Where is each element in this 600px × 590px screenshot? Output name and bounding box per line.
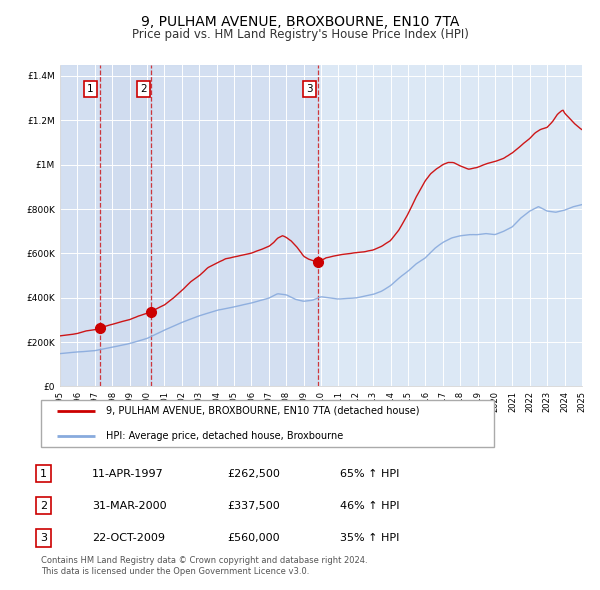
Bar <box>100 65 151 386</box>
Text: 22-OCT-2009: 22-OCT-2009 <box>92 533 165 543</box>
Text: 9, PULHAM AVENUE, BROXBOURNE, EN10 7TA (detached house): 9, PULHAM AVENUE, BROXBOURNE, EN10 7TA (… <box>106 406 419 416</box>
Text: £337,500: £337,500 <box>227 501 280 511</box>
Text: 65% ↑ HPI: 65% ↑ HPI <box>341 469 400 479</box>
Bar <box>151 65 317 386</box>
Text: £560,000: £560,000 <box>227 533 280 543</box>
Text: 3: 3 <box>40 533 47 543</box>
Text: 9, PULHAM AVENUE, BROXBOURNE, EN10 7TA: 9, PULHAM AVENUE, BROXBOURNE, EN10 7TA <box>141 15 459 29</box>
Bar <box>41 400 494 447</box>
Text: £262,500: £262,500 <box>227 469 280 479</box>
Text: Contains HM Land Registry data © Crown copyright and database right 2024.
This d: Contains HM Land Registry data © Crown c… <box>41 556 367 576</box>
Text: 2: 2 <box>40 501 47 511</box>
Text: 3: 3 <box>307 84 313 94</box>
Bar <box>60 65 100 386</box>
Text: 2: 2 <box>140 84 147 94</box>
Text: Price paid vs. HM Land Registry's House Price Index (HPI): Price paid vs. HM Land Registry's House … <box>131 28 469 41</box>
Text: 11-APR-1997: 11-APR-1997 <box>92 469 164 479</box>
Text: 1: 1 <box>87 84 94 94</box>
Text: 31-MAR-2000: 31-MAR-2000 <box>92 501 167 511</box>
Text: 35% ↑ HPI: 35% ↑ HPI <box>341 533 400 543</box>
Text: 46% ↑ HPI: 46% ↑ HPI <box>341 501 400 511</box>
Text: HPI: Average price, detached house, Broxbourne: HPI: Average price, detached house, Brox… <box>106 431 343 441</box>
Text: 1: 1 <box>40 469 47 479</box>
